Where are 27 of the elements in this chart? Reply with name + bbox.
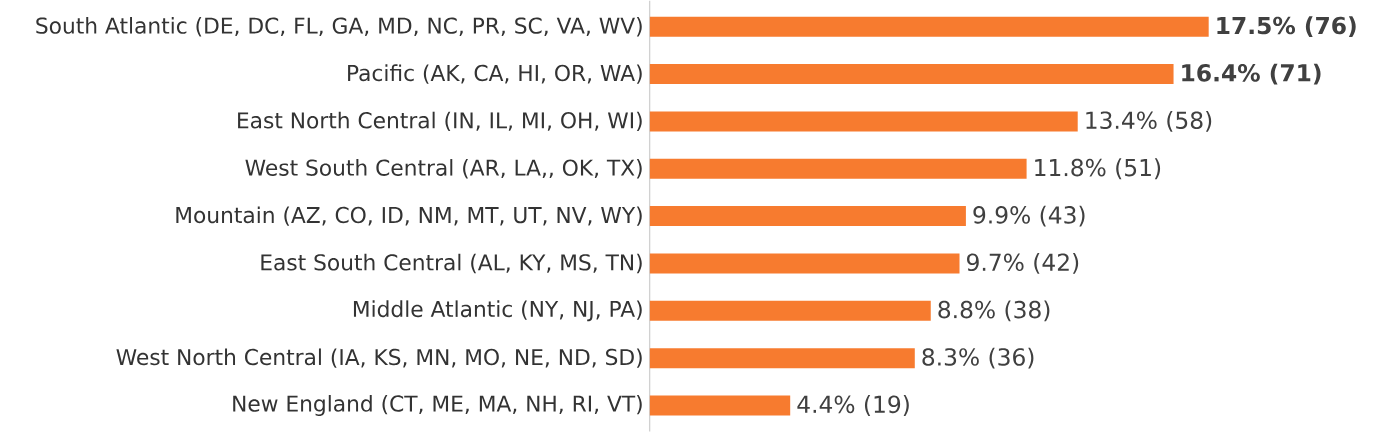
bar [649,348,915,369]
y-tick-label: Pacific (AK, CA, HI, OR, WA) [348,64,642,84]
bar [649,63,1174,84]
bar [649,158,1027,179]
bar [649,111,1078,132]
y-tick-label: Mountain (AZ, CO, ID, NM, MT, UT, NV, WY) [176,206,642,226]
data-label: 13.4% (58) [1086,110,1212,132]
data-label: 8.3% (36) [922,347,1034,369]
bar [649,205,966,226]
data-label: 17.5% (76) [1217,16,1356,37]
y-tick-label: West South Central (AR, LA,, OK, TX) [245,158,642,179]
y-tick-label: West North Central (IA, KS, MN, MO, NE, ND, SD) [116,348,642,368]
data-label: 8.8% (38) [938,300,1050,322]
data-label: 11.8% (51) [1035,158,1161,180]
bar [649,300,931,321]
y-tick-label: South Atlantic (DE, DC, FL, GA, MD, NC, PR, SC, VA, WV) [36,16,642,37]
data-label: 9.9% (43) [973,205,1085,227]
y-tick-label: East North Central (IN, IL, MI, OH, WI) [238,111,642,131]
bar [649,16,1209,37]
y-tick-label: East South Central (AL, KY, MS, TN) [261,253,642,274]
data-label: 16.4% (71) [1182,63,1321,85]
bar [649,395,791,416]
bar [649,253,960,274]
data-label: 4.4% (19) [797,394,909,416]
data-label: 9.7% (42) [967,252,1079,274]
y-tick-label: New England (CT, ME, MA, NH, RI, VT) [233,394,642,416]
y-tick-label: Middle Atlantic (NY, NJ, PA) [353,300,642,322]
